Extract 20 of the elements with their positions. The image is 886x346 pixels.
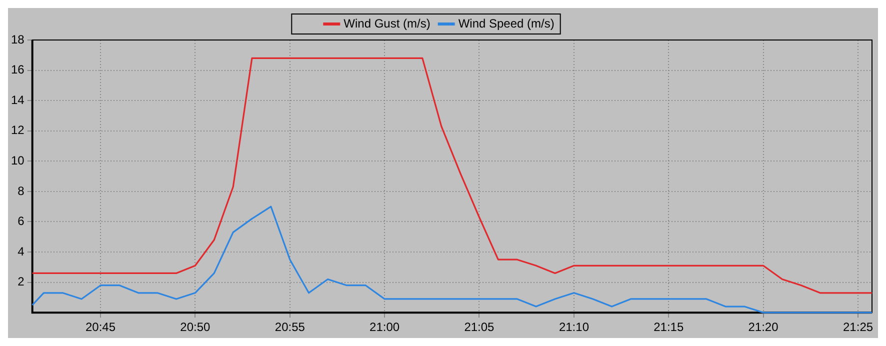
x-tick-label: 21:25: [843, 320, 874, 334]
y-tick-label: 12: [10, 123, 25, 138]
x-tick-label: 21:10: [558, 320, 590, 334]
legend-label: Wind Speed (m/s): [458, 16, 554, 30]
x-tick-label: 20:55: [274, 320, 306, 334]
legend-label: Wind Gust (m/s): [344, 16, 430, 30]
x-tick-label: 21:15: [654, 320, 684, 334]
x-tick-label: 20:45: [86, 320, 116, 334]
y-tick-label: 18: [10, 32, 25, 46]
x-tick-label: 21:00: [370, 320, 400, 334]
y-tick-label: 4: [18, 244, 25, 258]
y-tick-label: 16: [10, 62, 25, 77]
y-tick-label: 8: [18, 184, 25, 198]
x-tick-label: 21:20: [748, 320, 779, 334]
y-tick-label: 6: [18, 214, 25, 228]
y-tick-label: 14: [10, 92, 25, 107]
y-tick-label: 2: [18, 274, 25, 289]
y-tick-label: 10: [10, 153, 25, 168]
x-tick-label: 21:05: [464, 320, 495, 334]
x-tick-label: 20:50: [180, 320, 211, 334]
